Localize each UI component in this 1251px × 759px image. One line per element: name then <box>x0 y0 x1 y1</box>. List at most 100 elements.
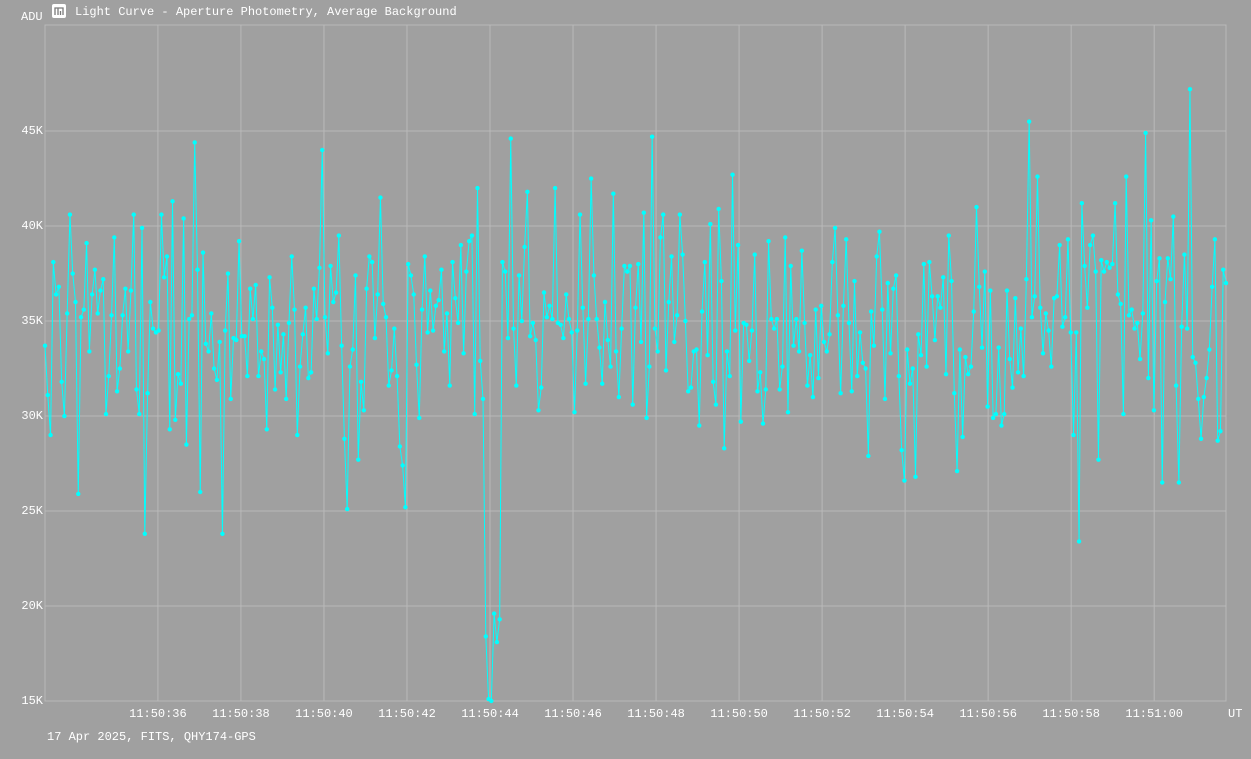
x-tick-label: 11:50:42 <box>378 707 436 721</box>
data-point <box>1046 328 1051 333</box>
data-point <box>932 337 938 343</box>
x-tick-label: 11:50:48 <box>627 707 685 721</box>
data-point <box>514 383 519 388</box>
data-point <box>597 345 602 350</box>
data-point <box>42 343 48 348</box>
data-point <box>946 233 951 238</box>
data-point <box>439 267 444 272</box>
data-point <box>766 239 771 244</box>
data-point <box>663 368 669 373</box>
data-point <box>882 396 888 402</box>
data-point <box>112 235 117 240</box>
data-point <box>738 419 744 424</box>
data-point <box>1063 315 1068 320</box>
x-tick-label: 11:50:50 <box>710 707 768 721</box>
data-point <box>247 286 253 291</box>
x-tick-label: 11:50:36 <box>129 707 187 721</box>
data-point <box>1071 432 1076 438</box>
data-point <box>261 356 267 362</box>
data-point <box>927 259 932 265</box>
data-point <box>245 373 250 379</box>
data-point <box>777 387 782 392</box>
data-point <box>1082 263 1087 269</box>
data-point <box>699 309 705 314</box>
data-point <box>278 370 283 375</box>
data-point <box>566 316 572 322</box>
data-point <box>400 463 405 468</box>
data-point <box>783 235 788 240</box>
data-point <box>286 320 292 326</box>
x-axis-label: UT <box>1228 707 1242 721</box>
data-point <box>550 316 555 322</box>
data-point <box>1021 373 1026 379</box>
data-point <box>148 299 153 305</box>
data-point <box>683 318 688 324</box>
y-tick-label: 35K <box>21 314 43 328</box>
data-point <box>1204 375 1209 381</box>
data-point <box>253 282 258 288</box>
data-point <box>76 491 81 497</box>
data-point <box>949 278 954 284</box>
data-point <box>358 379 364 385</box>
data-point <box>816 375 821 381</box>
data-point <box>331 299 336 305</box>
data-point <box>325 351 330 356</box>
data-point <box>139 225 145 231</box>
data-point <box>719 278 724 284</box>
data-point <box>1035 174 1040 179</box>
data-point <box>436 297 441 303</box>
data-point <box>938 305 943 310</box>
data-point <box>910 366 915 371</box>
data-point <box>472 411 477 417</box>
x-tick-label: 11:50:54 <box>876 707 934 721</box>
data-point <box>1104 259 1109 265</box>
data-point <box>902 478 907 483</box>
data-point <box>827 332 832 337</box>
data-point <box>464 269 469 274</box>
data-point <box>103 411 109 417</box>
data-point <box>447 383 452 388</box>
data-point <box>533 337 538 343</box>
data-point <box>256 373 261 379</box>
data-point <box>428 288 433 293</box>
caption: 17 Apr 2025, FITS, QHY174-GPS <box>47 730 256 744</box>
data-point <box>209 311 214 316</box>
data-point <box>405 261 411 267</box>
data-point <box>125 349 131 354</box>
data-point <box>306 375 311 381</box>
data-point <box>389 368 394 373</box>
data-point <box>300 332 306 337</box>
y-tick-label: 40K <box>21 219 43 233</box>
data-point <box>344 506 350 512</box>
data-point <box>453 296 458 301</box>
y-tick-label: 30K <box>21 409 43 423</box>
x-tick-label: 11:50:46 <box>544 707 602 721</box>
data-point <box>586 316 591 322</box>
data-point <box>394 373 400 379</box>
data-point <box>805 383 810 388</box>
data-point <box>353 273 358 278</box>
data-point <box>314 316 319 322</box>
data-point <box>916 332 921 337</box>
data-point <box>755 389 760 394</box>
data-point <box>1198 436 1204 442</box>
data-point <box>339 343 344 348</box>
data-point <box>963 354 968 360</box>
data-point <box>541 290 547 295</box>
data-point <box>497 617 502 622</box>
data-point <box>217 339 222 345</box>
data-point <box>716 206 721 212</box>
data-point <box>1187 87 1193 92</box>
data-point <box>791 343 796 348</box>
data-point <box>458 242 464 248</box>
data-point <box>569 330 574 335</box>
data-point <box>918 353 924 358</box>
data-point <box>267 275 272 280</box>
app-icon <box>52 4 66 18</box>
data-point <box>494 639 500 645</box>
data-point <box>320 147 325 153</box>
data-point <box>297 364 303 369</box>
data-point <box>73 299 78 305</box>
data-point <box>544 315 549 320</box>
data-point <box>350 347 355 352</box>
